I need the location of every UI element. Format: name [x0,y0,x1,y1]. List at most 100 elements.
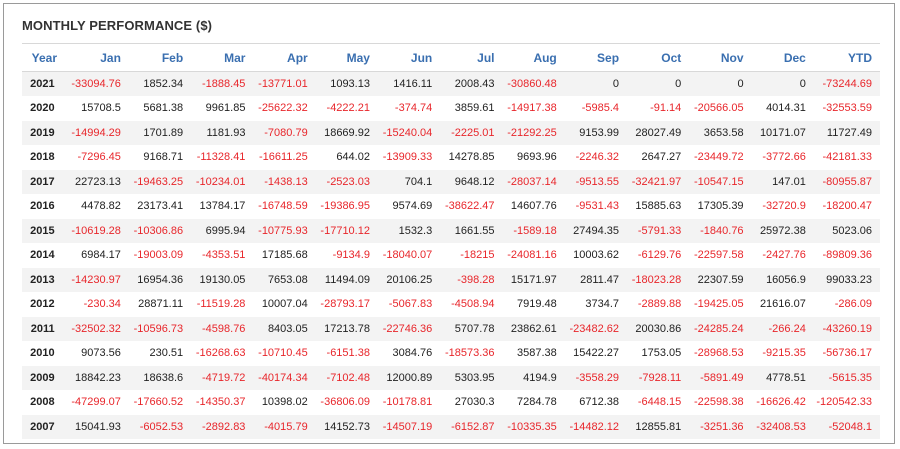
value-cell: 3859.61 [440,96,503,121]
value-cell: -10710.45 [253,341,316,366]
value-cell: -15240.04 [377,120,441,146]
value-cell: -6129.76 [627,243,690,268]
value-cell: -33094.76 [66,71,129,97]
value-cell: 10003.62 [564,243,628,268]
value-cell: 3734.7 [564,292,628,317]
year-cell: 2009 [22,365,67,391]
year-cell: 2020 [22,96,67,121]
value-cell: 8403.05 [253,316,316,342]
value-cell: -42181.33 [813,145,880,170]
value-cell: 9961.85 [191,96,254,121]
value-cell: 6984.17 [66,243,129,268]
value-cell: 23173.41 [128,194,192,219]
value-cell: 147.01 [751,169,814,195]
value-cell: 17213.78 [315,316,378,342]
table-row: 2017 22723.13 -19463.25 -10234.01 -1438.13 -2… [22,169,880,195]
value-cell: 16056.9 [751,267,814,293]
value-cell: -4222.21 [315,96,378,121]
value-cell: -23482.62 [564,316,628,342]
value-cell: -16611.25 [253,145,316,170]
value-cell: -9513.55 [564,169,628,195]
year-cell: 2021 [22,71,67,97]
value-cell: 14278.85 [440,145,503,170]
value-cell: -3251.36 [689,414,752,440]
value-cell: 4478.82 [66,194,129,219]
value-cell: -80955.87 [813,169,880,195]
value-cell: -5615.35 [813,365,880,391]
value-cell: -38622.47 [440,194,503,219]
value-cell: 99033.23 [813,267,880,293]
value-cell: 13784.17 [191,194,254,219]
value-cell: 9153.99 [564,120,628,146]
value-cell: 9073.56 [66,341,129,366]
value-cell: 9648.12 [440,169,503,195]
value-cell: -89809.36 [813,243,880,268]
value-cell: -9531.43 [564,194,628,219]
value-cell: -10234.01 [191,169,254,195]
value-cell: -4353.51 [191,243,254,268]
column-header-feb: Feb [128,43,192,72]
value-cell: -22746.36 [377,316,441,342]
value-cell: 2811.47 [564,267,628,293]
table-row: 2014 6984.17 -19003.09 -4353.51 17185.68 -913… [22,243,880,268]
value-cell: -19386.95 [315,194,378,219]
value-cell: -43260.19 [813,316,880,342]
value-cell: 10171.07 [751,120,814,146]
value-cell: 1701.89 [128,120,192,146]
value-cell: -230.34 [66,292,129,317]
value-cell: -18023.28 [627,267,690,293]
value-cell: -2523.03 [315,169,378,195]
value-cell: -5791.33 [627,218,690,244]
value-cell: -28037.14 [502,169,565,195]
value-cell: -3558.29 [564,365,628,391]
value-cell: 15422.27 [564,341,628,366]
value-cell: -13771.01 [253,71,316,97]
value-cell: -1888.45 [191,71,254,97]
value-cell: 5303.95 [440,365,503,391]
value-cell: 11494.09 [315,267,378,293]
value-cell: 1093.13 [315,71,378,97]
value-cell: 2008.43 [440,71,503,97]
table-row: 2013 -14230.97 16954.36 19130.05 7653.08 1149… [22,267,880,293]
value-cell: -25622.32 [253,96,316,121]
value-cell: -14917.38 [502,96,565,121]
value-cell: 18638.6 [128,365,192,391]
column-header-apr: Apr [253,43,316,72]
value-cell: 1416.11 [377,71,441,97]
value-cell: -22598.38 [689,390,752,415]
value-cell: -16748.59 [253,194,316,219]
year-cell: 2012 [22,292,67,317]
value-cell: 1181.93 [191,120,254,146]
value-cell: 27494.35 [564,218,628,244]
value-cell: -19003.09 [128,243,192,268]
value-cell: -2892.83 [191,414,254,440]
value-cell: 15708.5 [66,96,129,121]
performance-panel: MONTHLY PERFORMANCE ($) Year Jan Feb Mar Apr… [3,3,895,444]
value-cell: -16626.42 [751,390,814,415]
value-cell: 20106.25 [377,267,441,293]
value-cell: 7653.08 [253,267,316,293]
value-cell: 5681.38 [128,96,192,121]
value-cell: -18040.07 [377,243,441,268]
table-row: 2019 -14994.29 1701.89 1181.93 -7080.79 18669… [22,120,880,146]
column-header-sep: Sep [564,43,628,72]
table-row: 2011 -32502.32 -10596.73 -4598.76 8403.05 172… [22,316,880,342]
value-cell: 15885.63 [627,194,690,219]
table-row: 2018 -7296.45 9168.71 -11328.41 -16611.25 644… [22,145,880,170]
value-cell: 22307.59 [689,267,752,293]
value-cell: -28968.53 [689,341,752,366]
table-row: 2015 -10619.28 -10306.86 6995.94 -10775.93 -1… [22,218,880,244]
value-cell: -7080.79 [253,120,316,146]
value-cell: -24081.16 [502,243,565,268]
value-cell: 14607.76 [502,194,565,219]
value-cell: -18200.47 [813,194,880,219]
value-cell: -398.28 [440,267,503,293]
value-cell: -2246.32 [564,145,628,170]
value-cell: 4014.31 [751,96,814,121]
value-cell: -6152.87 [440,414,503,440]
value-cell: 230.51 [128,341,192,366]
column-header-may: May [315,43,378,72]
value-cell: -32408.53 [751,414,814,440]
column-header-jan: Jan [66,43,129,72]
column-header-aug: Aug [502,43,565,72]
